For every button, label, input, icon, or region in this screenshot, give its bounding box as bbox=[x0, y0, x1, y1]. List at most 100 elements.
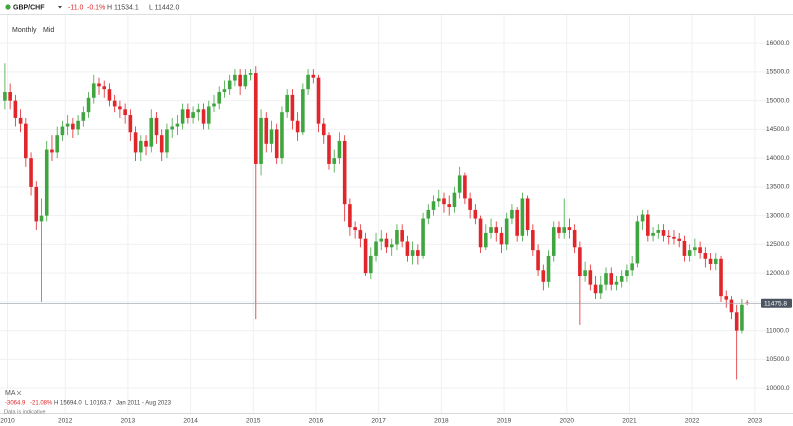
data-note: Data is indicative bbox=[4, 409, 46, 415]
x-tick-label: 2014 bbox=[183, 418, 198, 425]
candle-body bbox=[531, 230, 535, 251]
y-tick-label: 10500.0 bbox=[766, 356, 790, 363]
candle-body bbox=[175, 123, 180, 127]
candle-body bbox=[44, 149, 49, 216]
candle-body bbox=[212, 103, 216, 107]
change: -11.0 bbox=[68, 4, 84, 11]
candle-body bbox=[34, 186, 39, 222]
candle-body bbox=[546, 255, 551, 282]
candle-body bbox=[562, 227, 567, 233]
candle-body bbox=[609, 273, 614, 285]
candle-body bbox=[593, 284, 598, 294]
candle-body bbox=[395, 230, 399, 245]
candle-body bbox=[13, 100, 18, 118]
candle-body bbox=[520, 198, 525, 236]
interval-button[interactable]: Monthly bbox=[12, 27, 37, 34]
candle-body bbox=[379, 238, 384, 242]
candle-body bbox=[578, 247, 582, 277]
candle-body bbox=[661, 230, 666, 236]
candle-body bbox=[8, 92, 12, 101]
x-tick-label: 2019 bbox=[497, 418, 512, 425]
candle-body bbox=[206, 106, 211, 124]
candle-body bbox=[363, 238, 368, 274]
candle-body bbox=[369, 255, 373, 274]
candle-body bbox=[740, 304, 744, 331]
session-low: L 11442.0 bbox=[149, 4, 179, 11]
symbol[interactable]: GBP/CHF bbox=[13, 4, 45, 11]
candle-body bbox=[264, 117, 269, 144]
candle-body bbox=[149, 117, 154, 147]
candle-body bbox=[515, 209, 519, 236]
x-tick-label: 2016 bbox=[309, 418, 324, 425]
candle-body bbox=[170, 126, 174, 130]
candle-body bbox=[625, 270, 629, 277]
candle-body bbox=[666, 235, 671, 237]
candle-body bbox=[233, 74, 237, 81]
candle-body bbox=[29, 158, 33, 187]
candle-body bbox=[630, 263, 634, 271]
candle-body bbox=[646, 214, 650, 236]
candle-body bbox=[295, 120, 300, 133]
candle-body bbox=[327, 135, 331, 164]
candle-body bbox=[447, 204, 452, 208]
indicator-remove[interactable] bbox=[16, 390, 22, 396]
candle-body bbox=[374, 241, 378, 256]
candle-body bbox=[410, 250, 415, 256]
candle-body bbox=[222, 89, 227, 93]
candle-body bbox=[91, 83, 96, 98]
candle-body bbox=[436, 198, 441, 202]
candle-body bbox=[123, 109, 127, 116]
candle-body bbox=[687, 250, 692, 256]
candle-body bbox=[478, 218, 483, 248]
candle-body bbox=[463, 175, 467, 199]
x-tick-label: 2013 bbox=[121, 418, 136, 425]
current-price-box bbox=[761, 298, 792, 308]
candle-body bbox=[165, 129, 169, 153]
candle-body bbox=[698, 247, 702, 254]
candle-body bbox=[483, 232, 488, 248]
y-tick-label: 15500.0 bbox=[766, 69, 790, 76]
candle-body bbox=[139, 140, 143, 153]
candle-body bbox=[191, 112, 195, 118]
candle-body bbox=[55, 135, 59, 153]
x-tick-label: 2012 bbox=[58, 418, 73, 425]
candle-body bbox=[133, 132, 138, 153]
candle-body bbox=[321, 123, 326, 136]
candle-body bbox=[18, 117, 23, 124]
current-price-label: 11475.8 bbox=[764, 300, 787, 307]
candle-body bbox=[301, 89, 305, 133]
candle-body bbox=[389, 244, 394, 248]
candle-body bbox=[499, 232, 504, 245]
candle-body bbox=[442, 198, 446, 205]
candle-body bbox=[651, 232, 655, 236]
candle-body bbox=[635, 221, 640, 264]
candle-body bbox=[416, 250, 420, 256]
candle-body bbox=[311, 74, 316, 78]
candle-body bbox=[525, 198, 530, 231]
candle-body bbox=[196, 109, 201, 113]
symbol-dropdown[interactable] bbox=[58, 6, 62, 9]
candle-body bbox=[217, 92, 222, 104]
y-tick-label: 16000.0 bbox=[766, 40, 790, 47]
candle-body bbox=[39, 215, 44, 222]
indicator-change-percent: -21.08% bbox=[30, 401, 53, 407]
candle-body bbox=[713, 258, 718, 264]
x-tick-label: 2010 bbox=[0, 418, 15, 425]
plot-area: 10000.010500.011000.011500.012000.012500… bbox=[0, 15, 793, 425]
x-tick-label: 2020 bbox=[560, 418, 575, 425]
candle-body bbox=[588, 270, 593, 285]
candle-body bbox=[259, 117, 263, 164]
indicator-change: -3064.9 bbox=[5, 401, 26, 407]
candle-body bbox=[65, 123, 70, 127]
y-tick-label: 12500.0 bbox=[766, 241, 790, 248]
candle-body bbox=[541, 270, 546, 282]
candle-body bbox=[112, 100, 117, 107]
candle-body bbox=[405, 241, 410, 256]
candle-body bbox=[358, 230, 363, 239]
y-tick-label: 11000.0 bbox=[766, 327, 789, 334]
candle-body bbox=[50, 149, 54, 153]
candle-body bbox=[431, 201, 436, 210]
price-type-button[interactable]: Mid bbox=[43, 27, 54, 34]
